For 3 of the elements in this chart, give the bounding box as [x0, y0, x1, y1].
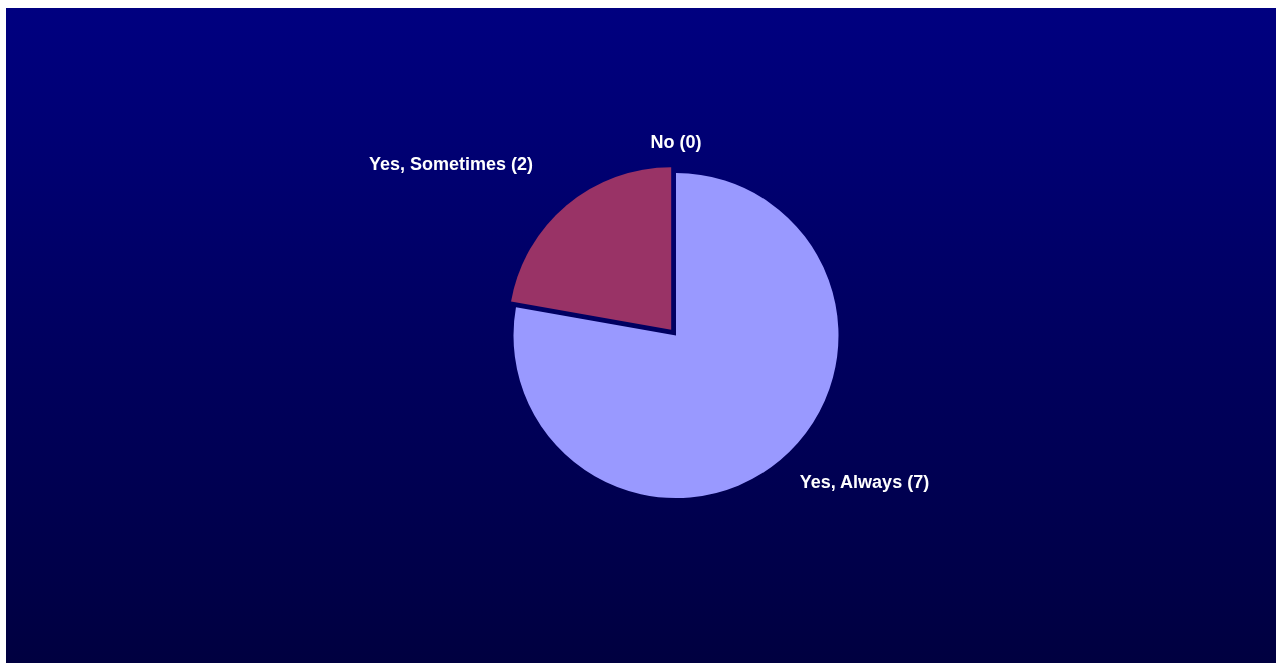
slice-label: Yes, Always (7): [799, 471, 930, 492]
slice-label: Yes, Sometimes (2): [368, 154, 533, 175]
category-label: No (0): [650, 131, 702, 152]
